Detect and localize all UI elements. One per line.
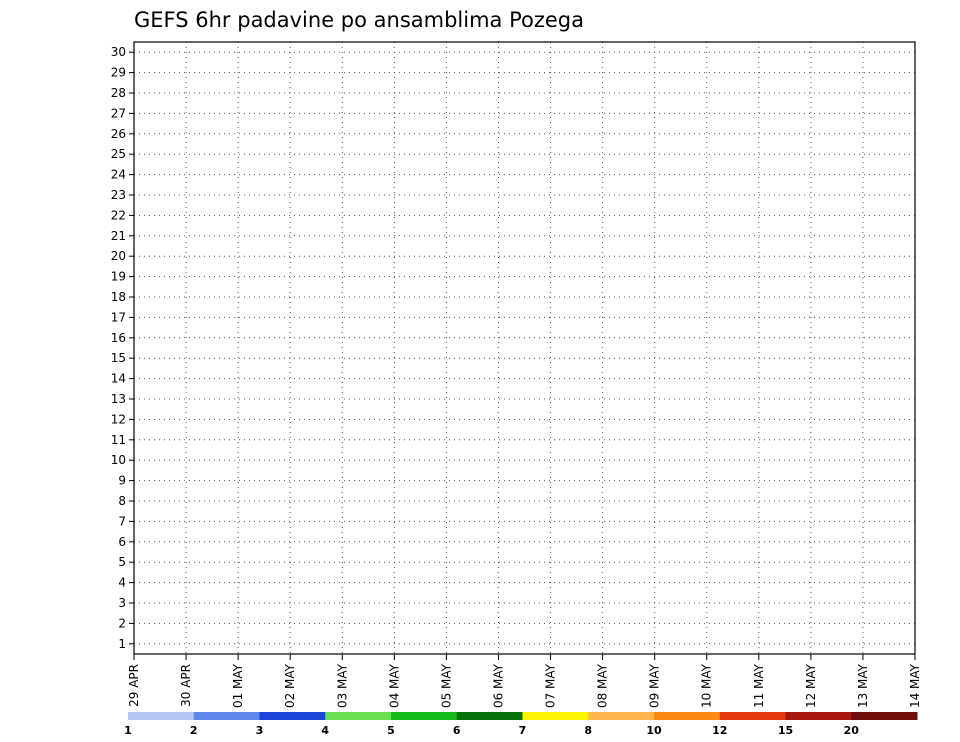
x-tick-label: 08 MAY <box>596 663 610 708</box>
y-tick-label: 12 <box>111 412 126 426</box>
y-tick-label: 28 <box>111 86 126 100</box>
y-tick-label: 6 <box>118 535 126 549</box>
y-tick-label: 16 <box>111 331 126 345</box>
colorbar-label: 8 <box>584 724 592 737</box>
y-tick-label: 8 <box>118 494 126 508</box>
x-tick-label: 09 MAY <box>648 663 662 708</box>
y-tick-label: 15 <box>111 351 126 365</box>
y-tick-label: 19 <box>111 270 126 284</box>
x-tick-label: 29 APR <box>127 664 141 707</box>
colorbar-swatch <box>259 712 326 720</box>
x-tick-label: 06 MAY <box>491 663 505 708</box>
colorbar-label: 1 <box>124 724 132 737</box>
chart-title: GEFS 6hr padavine po ansamblima Pozega <box>134 8 584 32</box>
colorbar-swatch <box>128 712 195 720</box>
y-tick-label: 18 <box>111 290 126 304</box>
colorbar-label: 12 <box>712 724 727 737</box>
colorbar-label: 3 <box>256 724 264 737</box>
y-tick-label: 21 <box>111 229 126 243</box>
colorbar-swatch <box>325 712 392 720</box>
colorbar-label: 6 <box>453 724 461 737</box>
x-tick-label: 12 MAY <box>804 663 818 708</box>
colorbar-label: 4 <box>321 724 329 737</box>
colorbar-swatch <box>851 712 918 720</box>
x-tick-label: 10 MAY <box>700 663 714 708</box>
x-tick-label: 13 MAY <box>856 663 870 708</box>
x-tick-label: 02 MAY <box>283 663 297 708</box>
colorbar-label: 7 <box>519 724 527 737</box>
y-tick-label: 29 <box>111 66 126 80</box>
y-tick-label: 25 <box>111 147 126 161</box>
y-tick-label: 27 <box>111 106 126 120</box>
colorbar-swatch <box>522 712 589 720</box>
y-tick-label: 4 <box>118 576 126 590</box>
x-tick-label: 05 MAY <box>439 663 453 708</box>
y-tick-label: 7 <box>118 514 126 528</box>
x-tick-label: 04 MAY <box>387 663 401 708</box>
x-tick-label: 03 MAY <box>335 663 349 708</box>
colorbar-swatch <box>391 712 458 720</box>
y-tick-label: 13 <box>111 392 126 406</box>
y-tick-label: 11 <box>111 433 126 447</box>
y-tick-label: 17 <box>111 310 126 324</box>
y-tick-label: 24 <box>111 168 126 182</box>
x-tick-label: 07 MAY <box>544 663 558 708</box>
x-tick-label: 01 MAY <box>231 663 245 708</box>
y-tick-label: 3 <box>118 596 126 610</box>
colorbar-label: 10 <box>646 724 662 737</box>
y-tick-label: 14 <box>111 372 126 386</box>
y-tick-label: 9 <box>118 474 126 488</box>
y-tick-label: 2 <box>118 616 126 630</box>
colorbar: 1 2 3 4 5 6 7 8 10 12 15 20 <box>124 712 918 737</box>
y-tick-label: 1 <box>118 637 126 651</box>
y-tick-label: 26 <box>111 127 126 141</box>
colorbar-swatch <box>654 712 721 720</box>
y-tick-label: 10 <box>111 453 126 467</box>
colorbar-label: 20 <box>844 724 860 737</box>
grid-lines <box>134 42 915 654</box>
x-axis: 29 APR 30 APR 01 MAY 02 MAY 03 MAY 04 MAY 05 M… <box>127 654 922 708</box>
y-tick-label: 30 <box>111 45 126 59</box>
y-tick-label: 20 <box>111 249 126 263</box>
colorbar-swatch <box>456 712 523 720</box>
x-tick-label: 11 MAY <box>752 663 766 708</box>
colorbar-label: 15 <box>778 724 793 737</box>
colorbar-swatch <box>588 712 655 720</box>
colorbar-swatch <box>785 712 852 720</box>
colorbar-label: 5 <box>387 724 395 737</box>
y-axis: 1234567891011121314151617181920212223242… <box>111 45 134 651</box>
colorbar-swatch <box>193 712 260 720</box>
plot-frame <box>133 41 916 655</box>
y-tick-label: 22 <box>111 208 126 222</box>
colorbar-label: 2 <box>190 724 198 737</box>
colorbar-swatch <box>719 712 786 720</box>
y-tick-label: 5 <box>118 555 126 569</box>
y-tick-label: 23 <box>111 188 126 202</box>
x-tick-label: 14 MAY <box>908 663 922 708</box>
x-tick-label: 30 APR <box>179 664 193 707</box>
